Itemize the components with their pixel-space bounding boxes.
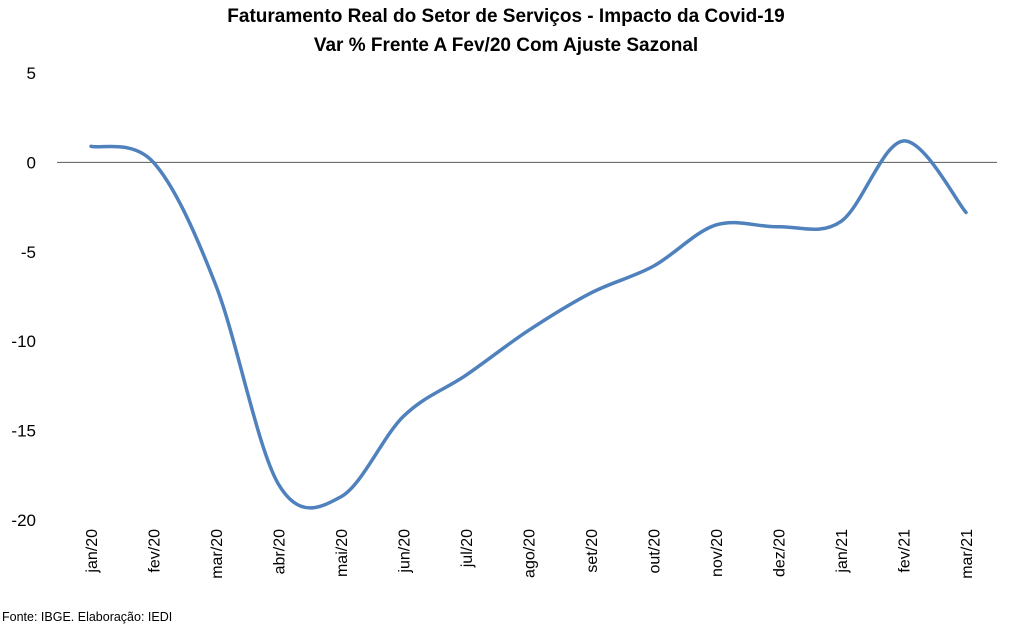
data-point — [839, 219, 843, 223]
x-tick-label: jun/20 — [397, 529, 414, 574]
chart-title: Faturamento Real do Setor de Serviços - … — [227, 6, 785, 27]
data-point — [652, 264, 656, 268]
x-tick-label: mai/20 — [334, 529, 351, 577]
x-tick-label: mar/20 — [209, 529, 226, 579]
data-point — [589, 291, 593, 295]
data-point — [214, 284, 218, 288]
data-point — [339, 495, 343, 499]
y-tick-label: -5 — [21, 243, 36, 262]
series-line — [89, 139, 968, 510]
data-point — [902, 139, 906, 143]
x-tick-label: ago/20 — [522, 529, 539, 578]
x-axis: jan/20 fev/20 mar/20 abr/20 mai/20 jun/20 jul/… — [84, 529, 976, 579]
y-tick-label: -15 — [11, 422, 36, 441]
x-tick-label: abr/20 — [272, 529, 289, 574]
data-point — [464, 373, 468, 377]
y-axis: 5 0 -5 -10 -15 -20 — [11, 64, 997, 530]
x-tick-label: mar/21 — [959, 529, 976, 579]
y-tick-label: 0 — [27, 153, 36, 172]
x-tick-label: dez/20 — [772, 529, 789, 577]
y-tick-label: -20 — [11, 511, 36, 530]
x-tick-label: nov/20 — [709, 529, 726, 577]
x-tick-label: jul/20 — [459, 529, 476, 568]
data-point — [402, 414, 406, 418]
x-tick-label: jan/21 — [834, 529, 851, 574]
x-tick-label: fev/20 — [147, 529, 164, 573]
y-tick-label: 5 — [27, 64, 36, 83]
data-point — [527, 328, 531, 332]
x-tick-label: set/20 — [584, 529, 601, 573]
data-point — [152, 160, 156, 164]
x-tick-label: out/20 — [647, 529, 664, 574]
data-point — [964, 210, 968, 214]
source-note: Fonte: IBGE. Elaboração: IEDI — [2, 610, 173, 624]
series-layer — [89, 139, 968, 510]
chart-subtitle: Var % Frente A Fev/20 Com Ajuste Sazonal — [313, 35, 699, 56]
x-tick-label: fev/21 — [897, 529, 914, 573]
data-point — [714, 223, 718, 227]
x-tick-label: jan/20 — [84, 529, 101, 574]
data-point — [89, 144, 93, 148]
data-point — [777, 225, 781, 229]
y-tick-label: -10 — [11, 332, 36, 351]
data-point — [277, 482, 281, 486]
